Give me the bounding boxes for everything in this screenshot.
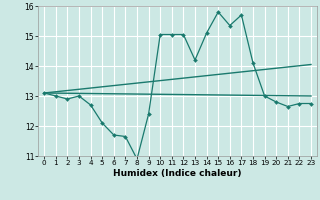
X-axis label: Humidex (Indice chaleur): Humidex (Indice chaleur) — [113, 169, 242, 178]
